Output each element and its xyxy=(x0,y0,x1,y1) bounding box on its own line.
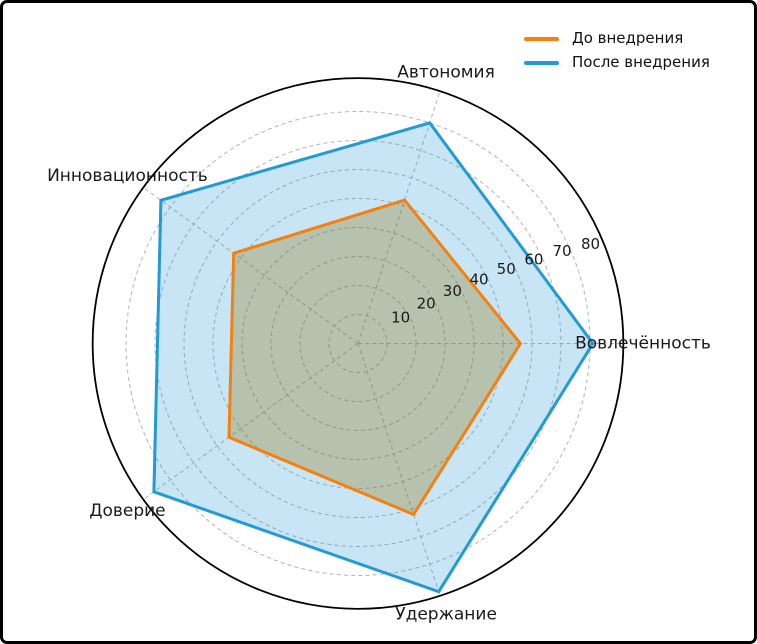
axis-category-labels: Вовлечённость Автономия Инновационность Дов… xyxy=(47,62,711,624)
outer-circle xyxy=(91,77,625,610)
radial-tick-label: 20 xyxy=(417,295,436,313)
legend-item-before: До внедрения xyxy=(524,30,710,47)
outer-circle-spine xyxy=(91,77,625,610)
polar-grid xyxy=(125,90,624,597)
grid-spoke xyxy=(143,187,359,344)
radial-tick-label: 80 xyxy=(581,235,600,253)
legend-item-after: После внедрения xyxy=(524,54,710,71)
legend-label-before: До внедрения xyxy=(572,29,684,47)
radial-tick-label: 70 xyxy=(552,242,571,260)
radial-tick-label: 10 xyxy=(391,308,410,326)
axis-label-2: Инновационность xyxy=(47,166,208,186)
radial-tick-labels: 10 20 30 40 50 60 70 80 xyxy=(391,235,600,327)
series-polygons xyxy=(152,121,595,594)
legend-line-swatch-orange-icon xyxy=(524,36,559,41)
grid-spoke xyxy=(357,343,441,597)
axis-label-1: Автономия xyxy=(397,62,495,82)
radial-tick-label: 60 xyxy=(524,250,543,268)
axis-label-4: Удержание xyxy=(395,605,497,625)
radial-tick-label: 30 xyxy=(443,282,462,300)
radial-tick-label: 40 xyxy=(469,270,488,288)
grid-spoke xyxy=(357,90,441,344)
legend-label-after: После внедрения xyxy=(572,53,710,71)
axis-label-0: Вовлечённость xyxy=(575,334,711,354)
legend: До внедрения После внедрения xyxy=(524,30,710,71)
legend-line-swatch-blue-icon xyxy=(524,60,559,65)
series-polygon-0 xyxy=(227,198,523,517)
radar-chart-plot-area: 10 20 30 40 50 60 70 80 Вовлечённость Автономия И… xyxy=(47,62,711,624)
axis-label-3: Доверие xyxy=(89,501,165,521)
series-polygon-1 xyxy=(152,121,595,594)
grid-spoke xyxy=(143,343,359,500)
radial-tick-label: 50 xyxy=(497,260,516,278)
